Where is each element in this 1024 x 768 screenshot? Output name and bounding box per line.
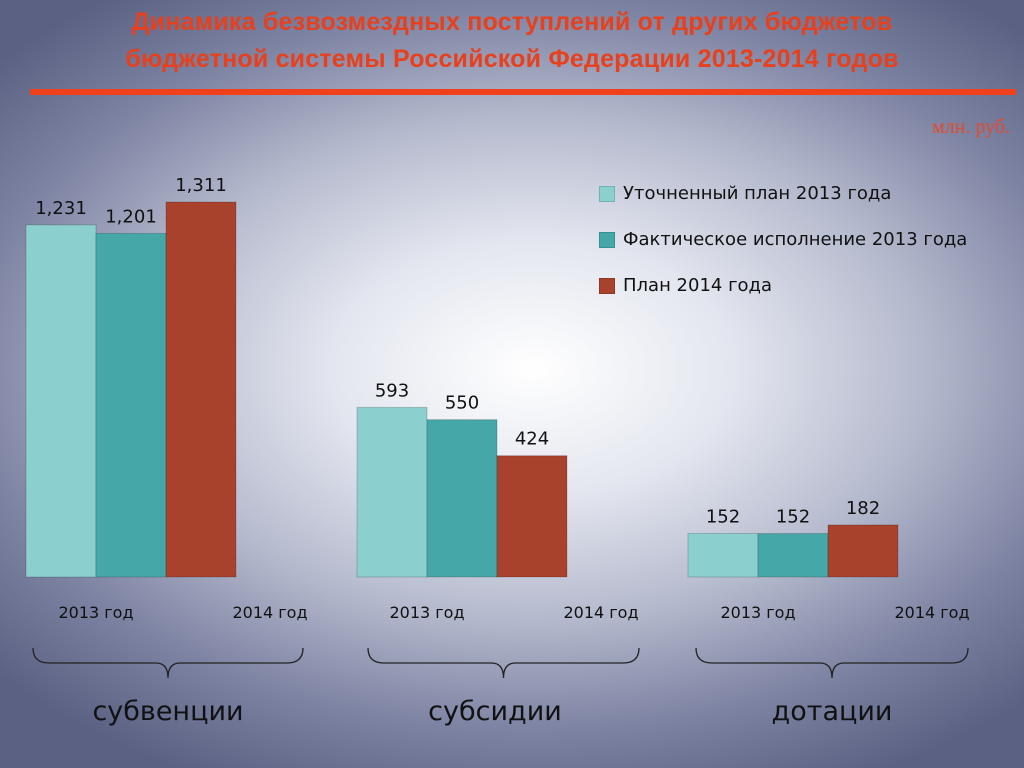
category-label: 2014 год (232, 603, 307, 622)
bar-actual-2013 (426, 419, 498, 578)
title-underline (30, 89, 1016, 95)
legend-swatch-plan-2013 (599, 185, 615, 202)
legend-swatch-actual-2013 (599, 231, 615, 248)
data-label: 424 (515, 429, 549, 450)
data-label: 152 (706, 507, 740, 528)
bar-actual-2013 (95, 232, 167, 578)
group-brace (695, 647, 969, 679)
chart-title: Динамика безвозмездных поступлений от др… (0, 4, 1024, 78)
data-label: 550 (445, 393, 479, 414)
bar-plan-2013 (356, 406, 428, 578)
legend-label: План 2014 года (623, 275, 773, 296)
unit-label: млн. руб. (932, 116, 1010, 138)
bar-plan-2014 (496, 455, 568, 578)
group-brace (32, 647, 304, 679)
legend-label: Фактическое исполнение 2013 года (623, 229, 968, 250)
legend-item-plan-2014: План 2014 года (599, 274, 967, 297)
group-label-grants: дотации (771, 696, 893, 727)
data-label: 1,231 (35, 198, 87, 219)
legend-label: Уточненный план 2013 года (623, 183, 892, 204)
bar-plan-2013 (25, 224, 97, 578)
chart-legend: Уточненный план 2013 года Фактическое ис… (599, 182, 967, 320)
title-line-2: бюджетной системы Российской Федерации 2… (125, 45, 899, 73)
data-label: 152 (776, 507, 810, 528)
bar-plan-2014 (827, 524, 899, 578)
data-label: 1,201 (105, 206, 157, 227)
category-label: 2013 год (58, 603, 133, 622)
group-brace (367, 647, 640, 679)
category-label: 2013 год (720, 603, 795, 622)
bar-plan-2013 (687, 533, 759, 578)
data-label: 182 (846, 498, 880, 519)
category-label: 2014 год (894, 603, 969, 622)
bar-plan-2014 (165, 201, 237, 578)
bar-actual-2013 (757, 533, 829, 578)
group-label-subventions: субвенции (92, 696, 244, 727)
data-label: 593 (375, 380, 409, 401)
category-label: 2014 год (563, 603, 638, 622)
legend-item-actual-2013: Фактическое исполнение 2013 года (599, 228, 967, 251)
group-label-subsidies: субсидии (428, 696, 562, 727)
data-label: 1,311 (175, 175, 227, 196)
legend-swatch-plan-2014 (599, 277, 615, 294)
title-line-1: Динамика безвозмездных поступлений от др… (131, 8, 893, 36)
legend-item-plan-2013: Уточненный план 2013 года (599, 182, 967, 205)
category-label: 2013 год (389, 603, 464, 622)
